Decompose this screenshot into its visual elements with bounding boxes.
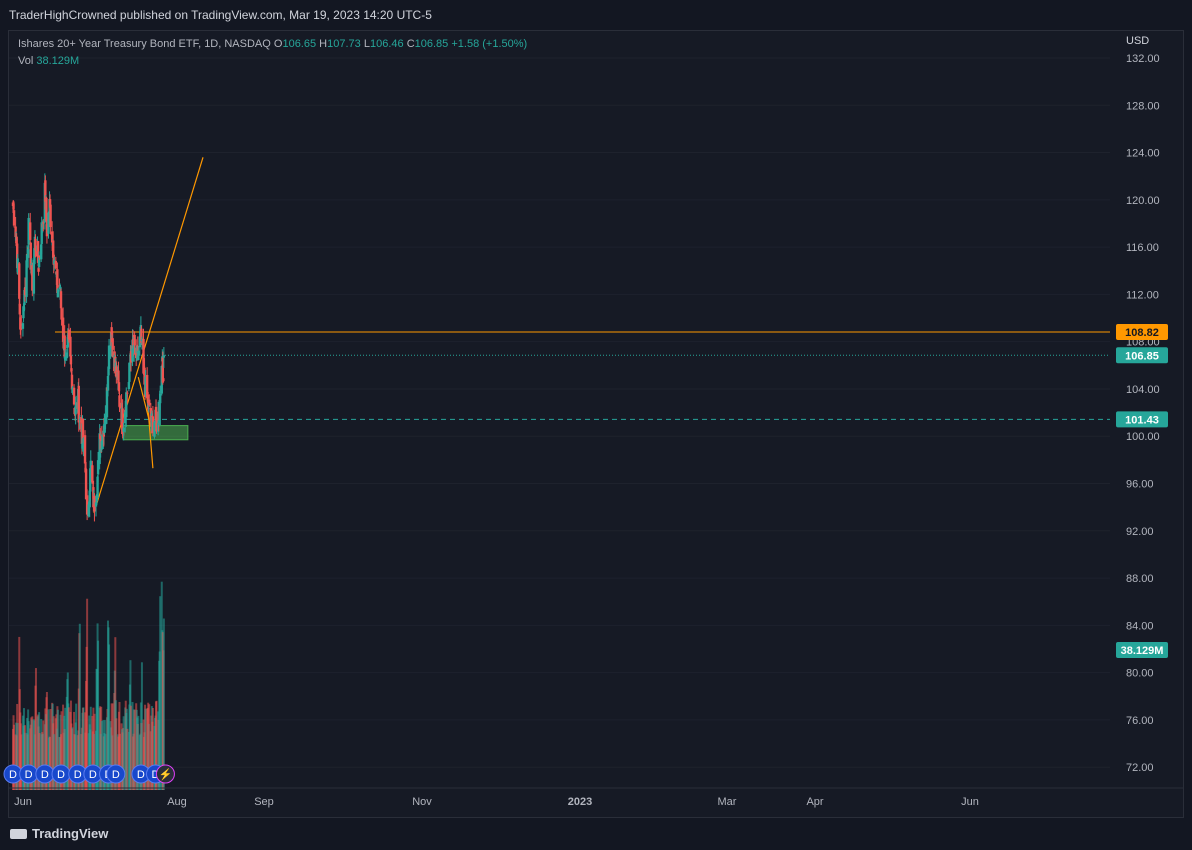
publisher-text: TraderHighCrowned published on TradingVi… xyxy=(9,8,432,22)
low-label: L xyxy=(363,38,370,50)
open-value: 106.65 xyxy=(282,38,317,50)
footer: TradingView xyxy=(0,818,1192,850)
low-value: 106.46 xyxy=(369,38,404,50)
close-value: 106.85 xyxy=(414,38,449,50)
legend-row-ohlc: Ishares 20+ Year Treasury Bond ETF, 1D, … xyxy=(18,36,527,53)
symbol-title: Ishares 20+ Year Treasury Bond ETF, 1D, … xyxy=(18,38,271,50)
brand-text: TradingView xyxy=(32,826,109,841)
symbol-legend: Ishares 20+ Year Treasury Bond ETF, 1D, … xyxy=(18,36,527,70)
legend-row-volume: Vol 38.129M xyxy=(18,53,527,70)
volume-value: 38.129M xyxy=(36,55,80,67)
chart-pane[interactable] xyxy=(8,30,1184,818)
high-label: H xyxy=(319,38,328,50)
tradingview-logo-icon xyxy=(10,829,27,839)
high-value: 107.73 xyxy=(327,38,361,50)
volume-label: Vol xyxy=(18,55,34,67)
currency-label[interactable]: USD xyxy=(1126,35,1150,47)
close-label: C xyxy=(406,38,415,50)
tradingview-logo[interactable]: TradingView xyxy=(10,826,108,841)
publisher-bar: TraderHighCrowned published on TradingVi… xyxy=(0,0,1192,30)
change-value: +1.58 (+1.50%) xyxy=(451,38,528,50)
open-label: O xyxy=(273,38,283,50)
